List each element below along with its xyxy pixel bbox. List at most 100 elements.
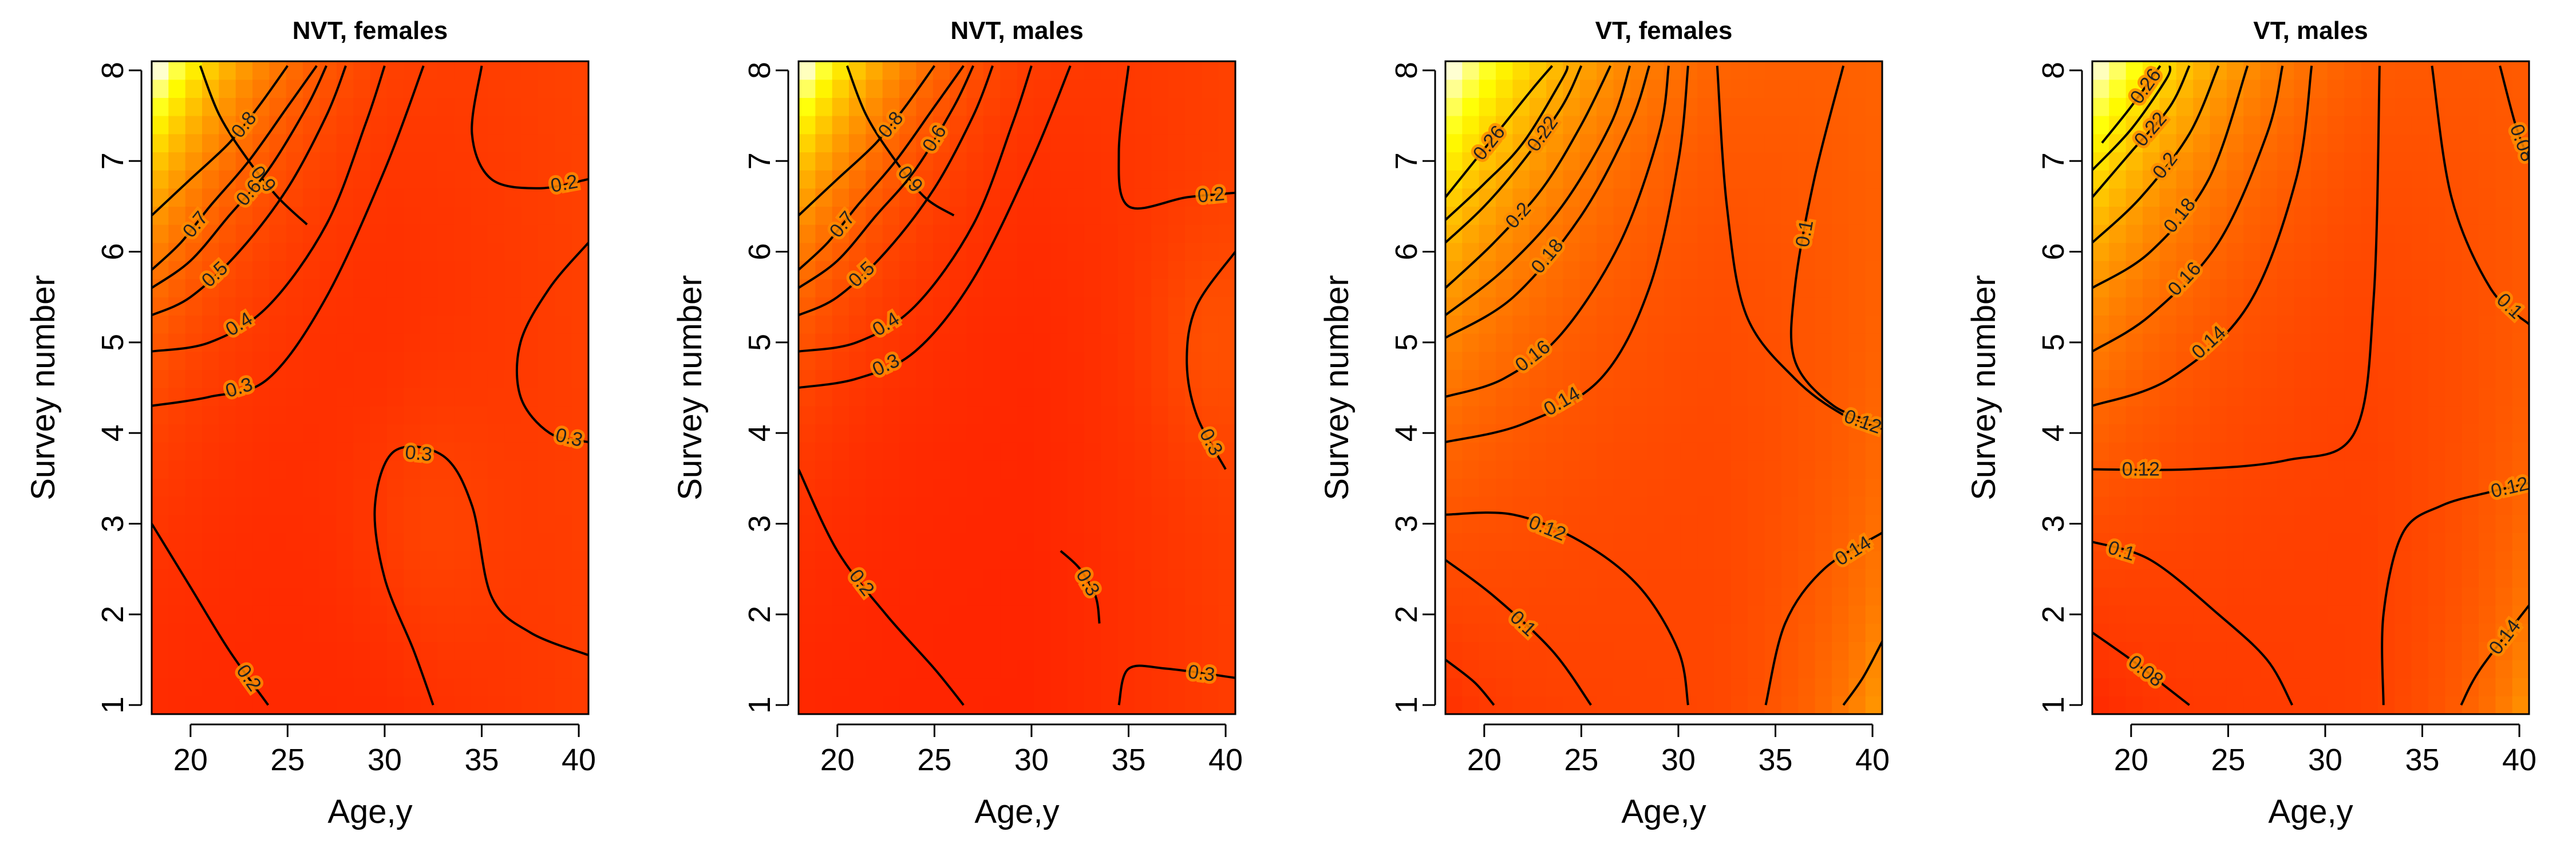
heat-cell [882, 478, 900, 497]
heat-cell [2092, 97, 2109, 116]
heat-cell [1529, 369, 1547, 388]
heat-cell [1151, 677, 1169, 696]
heat-cell [1529, 497, 1547, 515]
heat-cell [1781, 533, 1799, 551]
heat-cell [1832, 497, 1849, 515]
heat-cell [471, 188, 488, 207]
heat-cell [1134, 97, 1152, 116]
heat-cell [1033, 315, 1051, 334]
heat-cell [2411, 569, 2429, 588]
heat-cell [2159, 133, 2177, 152]
heat-cell [555, 696, 572, 714]
heat-cell [1529, 641, 1547, 660]
heat-cell [1563, 405, 1581, 424]
heat-cell [1445, 97, 1463, 116]
heat-cell [1202, 533, 1219, 551]
heat-cell [521, 478, 539, 497]
heat-cell [832, 442, 850, 461]
heat-cell [2428, 369, 2445, 388]
heat-cell [916, 533, 934, 551]
heat-cell [1697, 660, 1715, 679]
heat-cell [404, 224, 421, 243]
heat-cell [1764, 206, 1782, 225]
heat-cell [1781, 696, 1799, 714]
heat-cell [2462, 424, 2479, 443]
heat-cell [353, 369, 371, 388]
heat-cell [2159, 696, 2177, 714]
heat-cell [2361, 152, 2379, 171]
heat-cell [2092, 405, 2109, 424]
heat-cell [1848, 279, 1866, 298]
heat-cell [1630, 677, 1647, 696]
heat-cell [2277, 641, 2294, 660]
heat-cell [1680, 478, 1698, 497]
heat-cell [1546, 279, 1563, 298]
heat-cell [1445, 369, 1463, 388]
heat-cell [1563, 623, 1581, 642]
heat-cell [2193, 333, 2210, 352]
heat-cell [1714, 460, 1732, 479]
heat-cell [2277, 623, 2294, 642]
heat-cell [319, 587, 337, 606]
heat-cell [521, 297, 539, 316]
heat-cell [1730, 660, 1748, 679]
heat-cell [571, 188, 588, 207]
heat-cell [882, 206, 900, 225]
heat-cell [966, 442, 984, 461]
heat-cell [849, 623, 866, 642]
heat-cell [487, 188, 505, 207]
heat-cell [319, 424, 337, 443]
heat-cell [1815, 478, 1832, 497]
heat-cell [1781, 424, 1799, 443]
heat-cell [1848, 206, 1866, 225]
heat-cell [471, 623, 488, 642]
heat-cell [882, 79, 900, 98]
heat-cell [303, 641, 320, 660]
heat-cell [1664, 133, 1681, 152]
heat-cell [286, 405, 303, 424]
heat-cell [437, 152, 455, 171]
heat-cell [168, 424, 186, 443]
heat-cell [420, 623, 438, 642]
heat-cell [1865, 224, 1882, 243]
heat-cell [571, 97, 588, 116]
heat-cell [1202, 478, 1219, 497]
heat-cell [571, 61, 588, 80]
heat-cell [1579, 623, 1597, 642]
heat-cell [1496, 242, 1513, 261]
heat-cell [2479, 315, 2496, 334]
heat-cell [2193, 641, 2210, 660]
heat-cell [555, 369, 572, 388]
heat-cell [1664, 677, 1681, 696]
heat-cell [1664, 605, 1681, 624]
heat-cell [219, 696, 236, 714]
heat-cell [1033, 97, 1051, 116]
heat-cell [1101, 97, 1119, 116]
heat-cell [2445, 116, 2463, 135]
heat-cell [2428, 315, 2445, 334]
heat-cell [933, 369, 950, 388]
heat-cell [2092, 587, 2109, 606]
heat-cell [1647, 351, 1665, 370]
heat-cell [2479, 224, 2496, 243]
heat-cell [2445, 623, 2463, 642]
heat-cell [866, 61, 883, 80]
heat-cell [319, 261, 337, 279]
heat-cell [1647, 206, 1665, 225]
heat-cell [1512, 533, 1530, 551]
heat-cell [1151, 696, 1169, 714]
heat-cell [2479, 388, 2496, 407]
heat-cell [866, 442, 883, 461]
heat-cell [1546, 478, 1563, 497]
heat-cell [1798, 133, 1816, 152]
heat-cell [2109, 224, 2127, 243]
heat-cell [1202, 460, 1219, 479]
heat-cell [1202, 79, 1219, 98]
heat-cell [1597, 533, 1614, 551]
heat-cell [1815, 97, 1832, 116]
heat-cell [437, 388, 455, 407]
heat-cell [2344, 442, 2362, 461]
heat-cell [1798, 333, 1816, 352]
heat-cell [1084, 641, 1101, 660]
